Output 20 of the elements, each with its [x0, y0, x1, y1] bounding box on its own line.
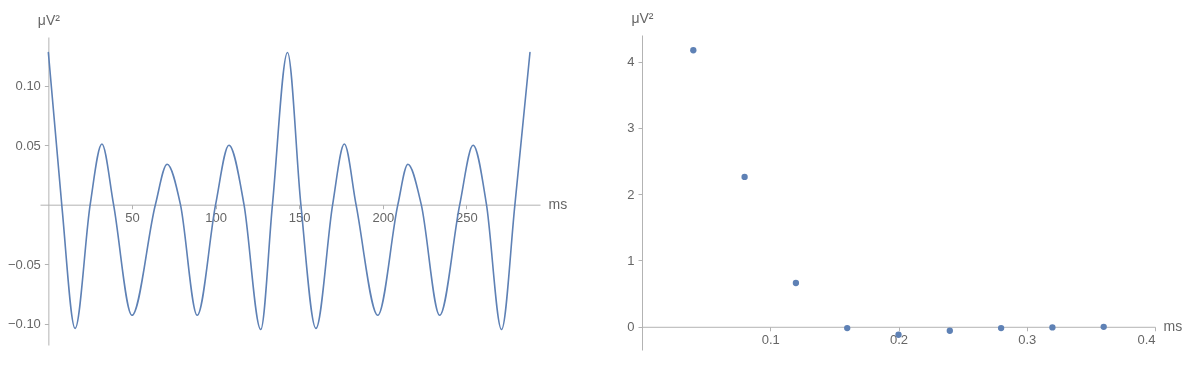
- x-axis-title: ms: [1163, 318, 1183, 335]
- y-tick-label: 0: [627, 319, 635, 335]
- y-tick-label: 3: [627, 120, 635, 136]
- x-tick-label: 0.2: [889, 332, 909, 348]
- y-tick-label: 4: [627, 54, 635, 70]
- y-tick-label: 0.05: [15, 137, 41, 153]
- y-tick-label: −0.10: [7, 316, 41, 332]
- line-series: [47, 51, 531, 331]
- x-axis-title: ms: [548, 196, 568, 213]
- y-tick-label: −0.05: [7, 256, 41, 272]
- x-tick-label: 0.3: [1018, 332, 1037, 348]
- y-tick-label: 1: [627, 252, 635, 268]
- x-tick-label: 200: [372, 210, 395, 226]
- x-tick-label: 0.1: [761, 332, 780, 348]
- x-tick-label: 50: [125, 210, 140, 226]
- y-axis-title: μV²: [37, 11, 61, 28]
- x-tick-label: 0.4: [1137, 332, 1156, 348]
- y-tick-label: 0.10: [15, 78, 41, 94]
- y-tick-label: 2: [627, 186, 635, 202]
- y-axis-title: μV²: [631, 9, 654, 26]
